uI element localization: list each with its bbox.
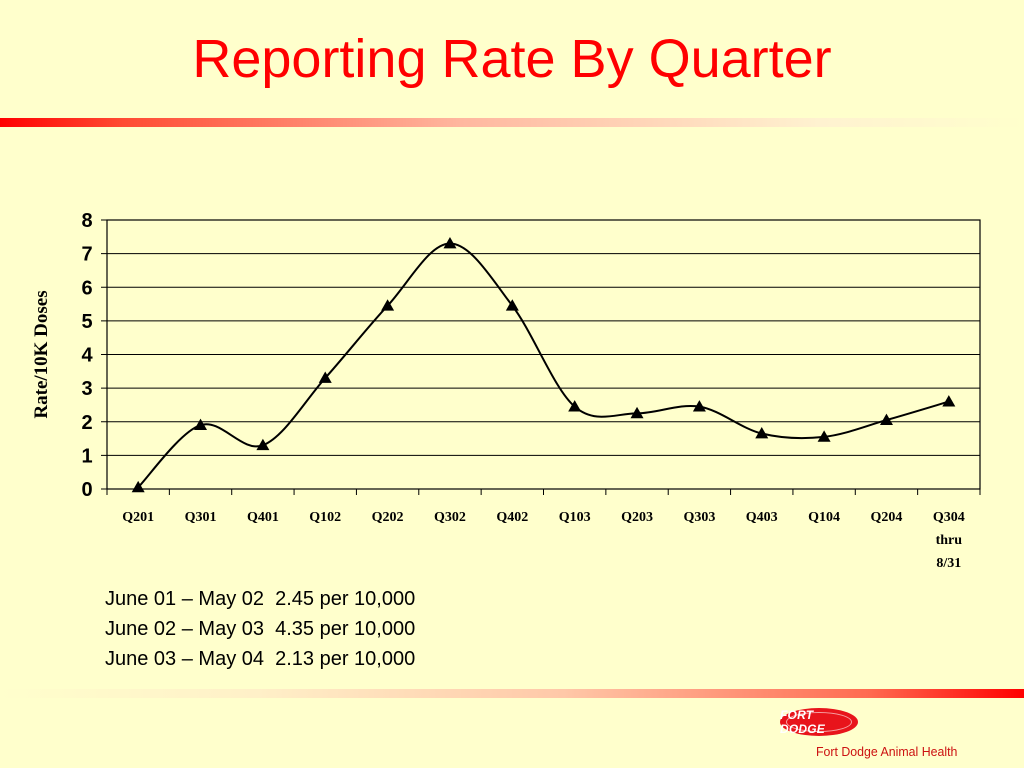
data-point-marker [131,480,145,493]
data-point-marker [505,299,519,311]
x-tick-label: Q103 [559,510,591,525]
fort-dodge-logo-icon: FORT DODGE [780,708,858,736]
x-tick-label: Q204 [871,510,903,525]
data-point-marker [817,430,831,442]
x-tick-label: Q102 [309,510,341,525]
x-tick-label: thru [936,533,963,548]
note-line: June 02 – May 03 4.35 per 10,000 [105,618,416,640]
company-name: Fort Dodge Animal Health [816,744,958,759]
data-point-marker [942,395,956,407]
y-tick-label: 5 [81,311,92,333]
y-tick-label: 2 [81,412,92,434]
data-point-marker [879,413,893,425]
x-tick-label: 8/31 [936,556,961,571]
x-tick-label: Q201 [122,510,154,525]
x-tick-label: Q203 [621,510,653,525]
title-divider [0,118,1024,127]
x-tick-label: Q402 [496,510,528,525]
data-markers [131,237,956,493]
data-point-marker [692,400,706,412]
x-tick-label: Q401 [247,510,279,525]
slide-title: Reporting Rate By Quarter [192,29,832,89]
series-line [137,242,950,489]
note-line: June 01 – May 02 2.45 per 10,000 [105,588,416,610]
y-tick-label: 8 [81,210,92,232]
data-point-marker [381,299,395,311]
note-line: June 03 – May 04 2.13 per 10,000 [105,648,416,670]
y-tick-label: 0 [81,479,92,501]
x-tick-labels: Q201 Q301 Q401 Q102 Q202 Q302 Q402 Q103 Q203 Q303… [122,510,965,571]
data-point-marker [443,237,457,249]
x-tick-label: Q303 [683,510,715,525]
data-point-marker [755,427,769,439]
data-point-marker [630,406,644,419]
y-axis-label: Rate/10K Doses [31,290,52,418]
y-tick-labels: 0 1 2 3 4 5 6 7 8 [81,210,93,501]
y-tick-label: 3 [81,378,92,400]
x-tick-label: Q304 [933,510,965,525]
y-tick-label: 4 [81,345,93,367]
x-tick-label: Q403 [746,510,778,525]
x-tick-label: Q301 [185,510,217,525]
x-tick-label: Q104 [808,510,840,525]
y-tick-label: 6 [81,277,92,299]
y-tick-label: 1 [81,445,92,467]
x-tick-label: Q202 [372,510,404,525]
summary-notes: June 01 – May 02 2.45 per 10,000 June 02… [105,584,415,674]
plot-frame [106,219,981,490]
footer-divider [0,689,1024,698]
company-logo: FORT DODGE Fort Dodge Animal Health [776,706,986,764]
data-point-marker [568,400,582,412]
y-tick-label: 7 [81,244,92,266]
x-tick-label: Q302 [434,510,466,525]
data-point-marker [256,438,270,451]
grid-lines [101,219,981,495]
data-point-marker [318,371,332,383]
data-point-marker [194,418,208,430]
